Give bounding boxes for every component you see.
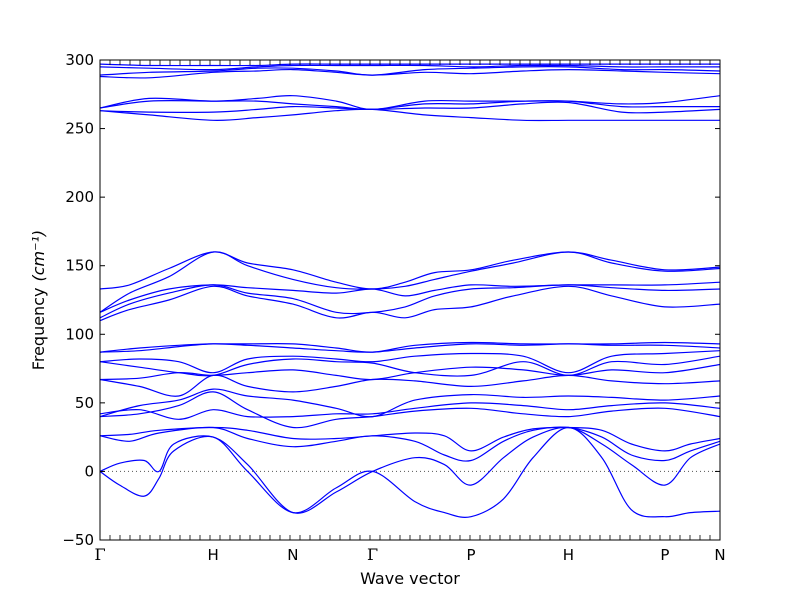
y-axis-label: Frequency (cm⁻¹) [29,230,48,370]
axis-ticks [99,59,721,541]
band-line-6 [100,402,720,420]
band-series [100,63,720,518]
y-tick-label: 300 [65,51,94,69]
y-axis-label-text: Frequency [29,288,48,371]
band-line-15 [100,284,720,319]
band-line-20 [100,101,720,114]
band-line-1 [100,426,720,518]
x-symmetry-label: Γ [94,545,105,564]
band-line-9 [100,363,720,381]
y-tick-labels: −50 0 50 100 150 200 250 300 [62,51,94,549]
x-symmetry-label: Γ [367,545,378,564]
y-tick-label: 100 [65,325,94,343]
band-line-4 [100,426,720,452]
y-axis-label-unit: (cm⁻¹) [29,230,48,282]
band-line-10 [100,355,720,377]
band-line-18 [100,251,720,290]
band-line-17 [100,251,720,313]
band-line-25 [100,64,720,71]
x-symmetry-label: H [563,546,574,564]
band-line-13 [100,341,720,353]
band-line-23 [100,68,720,79]
band-line-26 [100,63,720,67]
plot-frame [99,59,721,541]
x-axis-label: Wave vector [360,569,460,588]
y-tick-label: 0 [84,462,94,480]
y-tick-label: 200 [65,188,94,206]
y-tick-label: 150 [65,257,94,275]
x-symmetry-label: H [208,546,219,564]
band-line-11 [100,350,720,374]
x-symmetry-label: P [466,546,475,564]
band-line-14 [100,285,720,322]
y-tick-label: 50 [75,394,94,412]
band-line-19 [100,108,720,122]
y-tick-label: 250 [65,120,94,138]
x-symmetry-label: N [287,546,298,564]
y-tick-label: −50 [62,531,94,549]
band-line-16 [100,281,720,313]
band-line-2 [100,426,720,514]
band-line-7 [100,388,720,418]
x-symmetry-label: P [660,546,669,564]
x-symmetry-label: N [714,546,725,564]
band-line-24 [100,66,720,76]
band-line-22 [100,95,720,111]
